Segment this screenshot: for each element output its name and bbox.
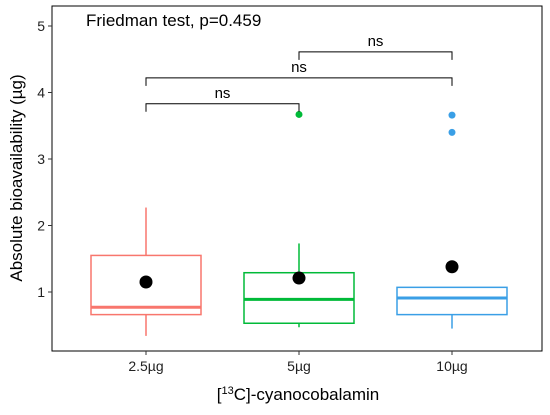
mean-point	[292, 271, 306, 285]
outlier-point	[448, 128, 456, 136]
x-tick-label: 5µg	[287, 358, 311, 374]
significance-label: ns	[215, 85, 231, 102]
outlier-point	[295, 110, 303, 118]
x-tick-label: 10µg	[436, 358, 467, 374]
significance-bracket	[145, 103, 300, 112]
y-tick-label: 3	[37, 151, 45, 167]
x-axis-title: [13C]-cyanocobalamin	[217, 385, 380, 404]
box-iqr	[90, 254, 202, 316]
significance-label: ns	[368, 33, 384, 50]
y-tick-label: 1	[37, 284, 45, 300]
x-axis-title-suffix: C]-cyanocobalamin	[234, 385, 380, 404]
y-tick-label: 5	[37, 18, 45, 34]
significance-label: ns	[291, 59, 307, 76]
x-axis-title-superscript: 13	[221, 385, 233, 397]
y-tick-label: 4	[37, 85, 45, 101]
x-axis-title-prefix: [	[217, 385, 222, 404]
significance-bracket	[298, 51, 453, 60]
x-tick-label: 2.5µg	[128, 358, 163, 374]
box-iqr	[396, 286, 508, 316]
y-tick-label: 2	[37, 218, 45, 234]
mean-point	[445, 260, 459, 274]
significance-bracket	[145, 77, 453, 86]
plot-layer: 1 2 3 4 5 2.5µg 5µg 10µg ns ns ns	[37, 18, 508, 374]
outlier-point	[448, 111, 456, 119]
y-axis-title: Absolute bioavailability (µg)	[7, 74, 26, 281]
test-annotation: Friedman test, p=0.459	[86, 11, 261, 30]
mean-point	[139, 275, 153, 289]
